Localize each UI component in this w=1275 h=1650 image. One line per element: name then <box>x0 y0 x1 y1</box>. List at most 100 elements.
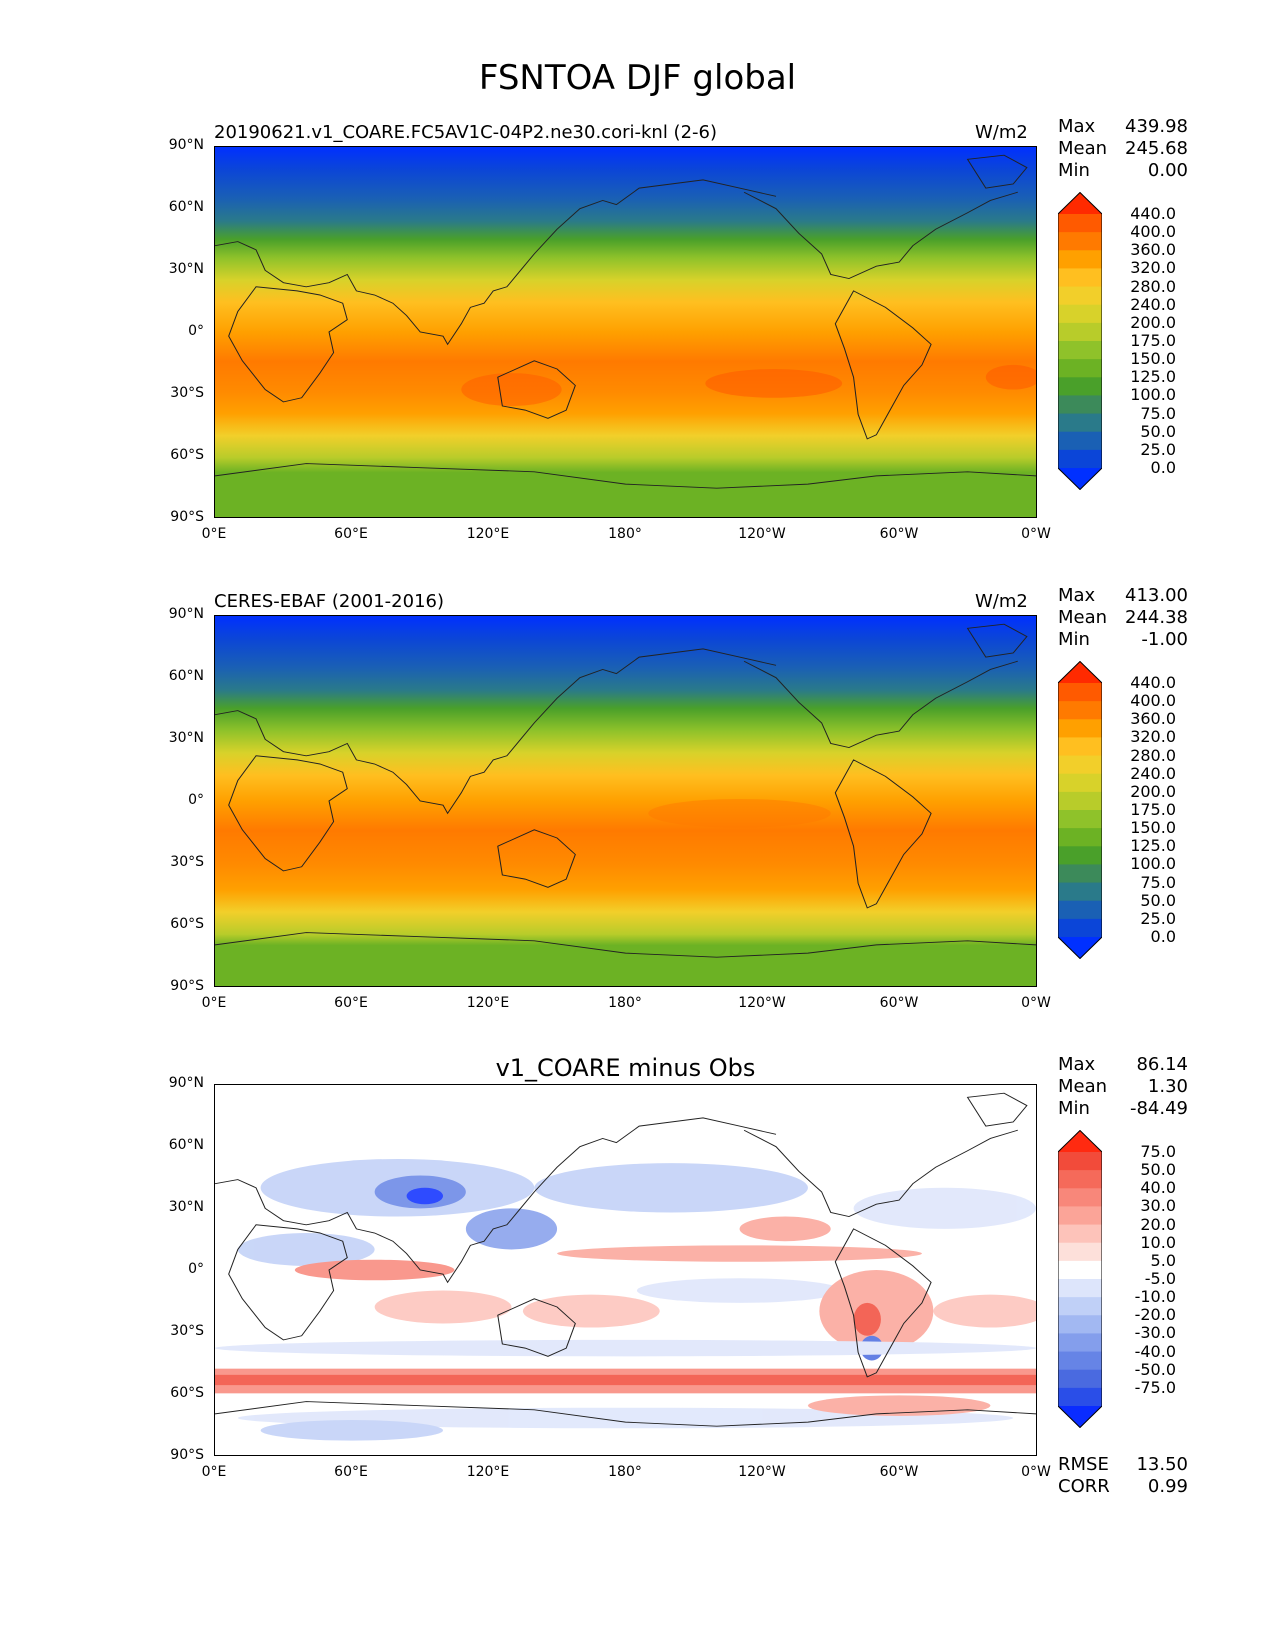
y-tick-label: 90°N <box>168 137 204 153</box>
x-tick-label: 120°E <box>466 1464 510 1480</box>
colorbar-segment <box>1058 304 1102 324</box>
y-tick-label: 30°N <box>168 730 204 746</box>
y-tick-label: 60°N <box>168 668 204 684</box>
colorbar-extend-min <box>1058 1406 1102 1428</box>
min-label: Min <box>1058 160 1090 181</box>
x-tick-label: 60°W <box>879 995 919 1011</box>
colorbar-tick-label: 0.0 <box>1150 458 1176 477</box>
colorbar-tick-label: 175.0 <box>1130 331 1176 350</box>
max-label: Max <box>1058 116 1096 137</box>
colorbar <box>1058 1130 1102 1428</box>
colorbar-tick-label: 175.0 <box>1130 800 1176 819</box>
colorbar-segment <box>1058 1242 1102 1262</box>
colorbar-tick-label: 40.0 <box>1140 1178 1176 1198</box>
colorbar-segment <box>1058 1369 1102 1389</box>
mean-label: Mean <box>1058 138 1108 159</box>
x-tick-label: 0°E <box>201 526 227 542</box>
colorbar-segment <box>1058 864 1102 884</box>
colorbar-segment <box>1058 1152 1102 1171</box>
colorbar-segment <box>1058 359 1102 378</box>
x-tick-label: 0°W <box>1021 995 1051 1011</box>
colorbar-svg <box>1058 661 1102 959</box>
y-tick-label: 0° <box>188 323 204 339</box>
colorbar-segment <box>1058 1351 1102 1371</box>
rmse-value: 13.50 <box>1136 1454 1188 1475</box>
colorbar-extend-max <box>1058 192 1102 214</box>
corr-label: CORR <box>1058 1476 1110 1497</box>
colorbar-extend-min <box>1058 468 1102 490</box>
min-value: 0.00 <box>1147 160 1188 181</box>
colorbar-tick-label: 280.0 <box>1130 745 1176 765</box>
x-tick-label: 180° <box>608 995 642 1011</box>
y-tick-label: 90°S <box>170 978 204 994</box>
map-fsntoa-obs <box>214 615 1037 987</box>
colorbar-segment <box>1058 719 1102 738</box>
y-tick-label: 90°S <box>170 509 204 525</box>
colorbar-extend-max <box>1058 661 1102 683</box>
y-tick-label: 30°S <box>170 854 204 870</box>
min-label: Min <box>1058 1098 1090 1119</box>
colorbar-tick-label: 100.0 <box>1130 385 1176 405</box>
y-tick-label: 0° <box>188 1261 204 1277</box>
colorbar-tick-label: 320.0 <box>1130 727 1176 747</box>
colorbar-tick-label: 0.0 <box>1150 927 1176 946</box>
colorbar-segment <box>1058 900 1102 920</box>
x-tick-label: 60°W <box>879 1464 919 1480</box>
y-tick-label: 30°S <box>170 385 204 401</box>
colorbar-tick-label: -75.0 <box>1134 1377 1176 1397</box>
min-label: Min <box>1058 629 1090 650</box>
x-tick-label: 120°W <box>738 526 786 542</box>
min-value: -84.49 <box>1129 1098 1188 1119</box>
colorbar-tick-label: 240.0 <box>1130 294 1176 314</box>
colorbar-tick-label: -50.0 <box>1134 1359 1176 1379</box>
x-tick-label: 120°W <box>738 995 786 1011</box>
stats-block: Max 439.98 Mean 245.68 Min 0.00 <box>1058 116 1188 182</box>
colorbar-extend-min <box>1058 937 1102 959</box>
colorbar-segment <box>1058 1297 1102 1316</box>
colorbar-segment <box>1058 1170 1102 1189</box>
map-field <box>215 616 1036 986</box>
colorbar-tick-label: 400.0 <box>1130 222 1176 242</box>
corr-value: 0.99 <box>1147 1476 1188 1497</box>
colorbar-segment <box>1058 377 1102 396</box>
units-label: W/m2 <box>975 591 1028 612</box>
colorbar-tick-label: 200.0 <box>1130 781 1176 801</box>
colorbar-segment <box>1058 1333 1102 1353</box>
colorbar-svg <box>1058 1130 1102 1428</box>
colorbar-segment <box>1058 322 1102 342</box>
colorbar-segment <box>1058 1260 1102 1280</box>
panel-subtitle: CERES-EBAF (2001-2016) <box>214 591 445 612</box>
colorbar-segment <box>1058 683 1102 702</box>
panel-model: 20190621.v1_COARE.FC5AV1C-04P2.ne30.cori… <box>0 116 1275 562</box>
colorbar-tick-label: 25.0 <box>1140 908 1176 928</box>
colorbar-tick-label: 400.0 <box>1130 691 1176 711</box>
x-tick-label: 120°E <box>466 526 510 542</box>
colorbar-segment <box>1058 250 1102 269</box>
panel-subtitle: 20190621.v1_COARE.FC5AV1C-04P2.ne30.cori… <box>214 122 717 143</box>
stats-block: Max 86.14 Mean 1.30 Min -84.49 <box>1058 1054 1188 1120</box>
colorbar-segment <box>1058 413 1102 433</box>
y-tick-label: 30°S <box>170 1323 204 1339</box>
y-tick-label: 90°N <box>168 606 204 622</box>
mean-value: 245.68 <box>1125 138 1188 159</box>
colorbar-segment <box>1058 737 1102 757</box>
colorbar-tick-label: 150.0 <box>1130 818 1176 838</box>
colorbar-tick-label: 150.0 <box>1130 349 1176 369</box>
colorbar-outline <box>1058 1130 1102 1428</box>
x-tick-label: 180° <box>608 526 642 542</box>
rmse-label: RMSE <box>1058 1454 1109 1475</box>
x-tick-label: 60°E <box>334 995 368 1011</box>
colorbar-tick-label: 10.0 <box>1140 1232 1176 1252</box>
x-tick-label: 0°E <box>201 1464 227 1480</box>
y-tick-label: 30°N <box>168 261 204 277</box>
colorbar-tick-label: 200.0 <box>1130 312 1176 332</box>
y-tick-label: 60°N <box>168 1137 204 1153</box>
colorbar <box>1058 192 1102 490</box>
colorbar-tick-label: 75.0 <box>1140 872 1176 892</box>
y-tick-label: 30°N <box>168 1199 204 1215</box>
panel-obs: CERES-EBAF (2001-2016) W/m2 <box>0 585 1275 1031</box>
colorbar-tick-label: 280.0 <box>1130 276 1176 296</box>
map-fsntoa-model <box>214 146 1037 518</box>
map-field <box>215 1085 1036 1455</box>
colorbar-tick-label: 360.0 <box>1130 709 1176 729</box>
